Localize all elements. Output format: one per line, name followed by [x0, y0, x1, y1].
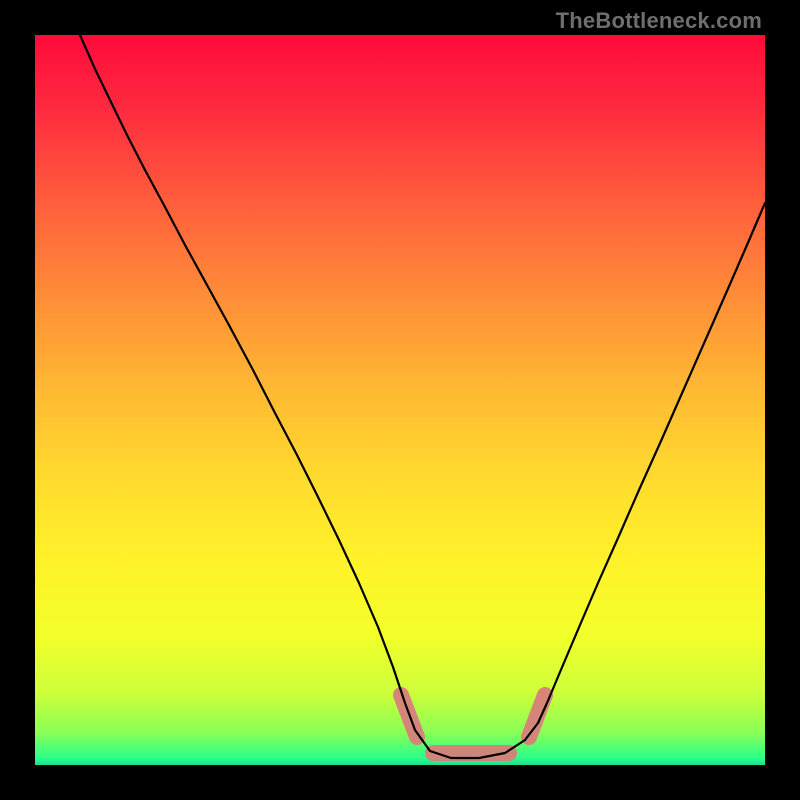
bottleneck-curve [80, 35, 765, 758]
curve-layer [35, 35, 765, 765]
marker-band [401, 695, 545, 753]
plot-area [35, 35, 765, 765]
watermark-text: TheBottleneck.com [556, 8, 762, 34]
chart-frame: TheBottleneck.com [0, 0, 800, 800]
